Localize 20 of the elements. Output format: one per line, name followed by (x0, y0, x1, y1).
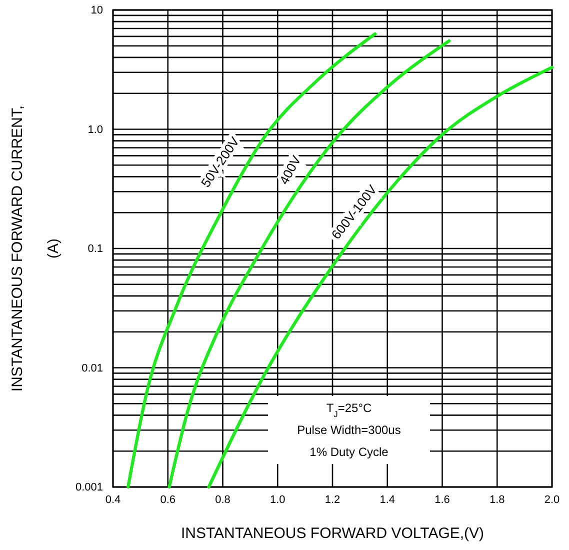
x-tick-label: 1.4 (380, 494, 396, 506)
annotation: Pulse Width=300us (297, 423, 401, 437)
y-tick-label: 0.1 (88, 243, 103, 256)
line-series (168, 39, 451, 489)
x-tick-label: 1.2 (324, 494, 340, 506)
x-tick-label: 0.6 (160, 494, 176, 506)
x-tick-label: 1.6 (434, 494, 450, 506)
x-tick-label: 0.8 (215, 494, 230, 506)
x-tick-label: 2.0 (544, 494, 560, 506)
y-tick-label: 10 (90, 4, 103, 17)
annotation: 1% Duty Cycle (310, 445, 389, 459)
x-axis-title: INSTANTANEOUS FORWARD VOLTAGE,(V) (180, 525, 484, 542)
y-tick-label: 0.001 (75, 482, 103, 494)
x-tick-label: 0.4 (105, 494, 121, 506)
annotation: T$_{J}$=25°C (326, 401, 372, 419)
y-tick-label: 1.0 (88, 124, 103, 136)
x-tick-label: 1.0 (270, 494, 286, 506)
y-tick-label: 0.01 (82, 362, 103, 374)
x-tick-label: 1.8 (489, 494, 505, 506)
text: INSTANTANEOUS FORWARD CURRENT, (A) (9, 105, 62, 392)
